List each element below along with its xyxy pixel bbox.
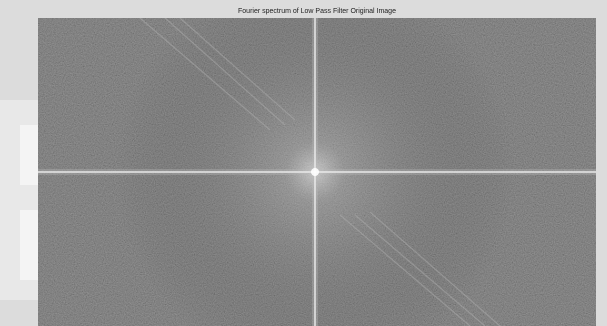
side-panel (20, 210, 38, 280)
figure (0, 0, 607, 326)
side-panel (20, 125, 38, 185)
figure-window: Fourier spectrum of Low Pass Filter Orig… (0, 0, 607, 326)
figure-title: Fourier spectrum of Low Pass Filter Orig… (38, 8, 596, 16)
spectrum-image (38, 18, 596, 326)
